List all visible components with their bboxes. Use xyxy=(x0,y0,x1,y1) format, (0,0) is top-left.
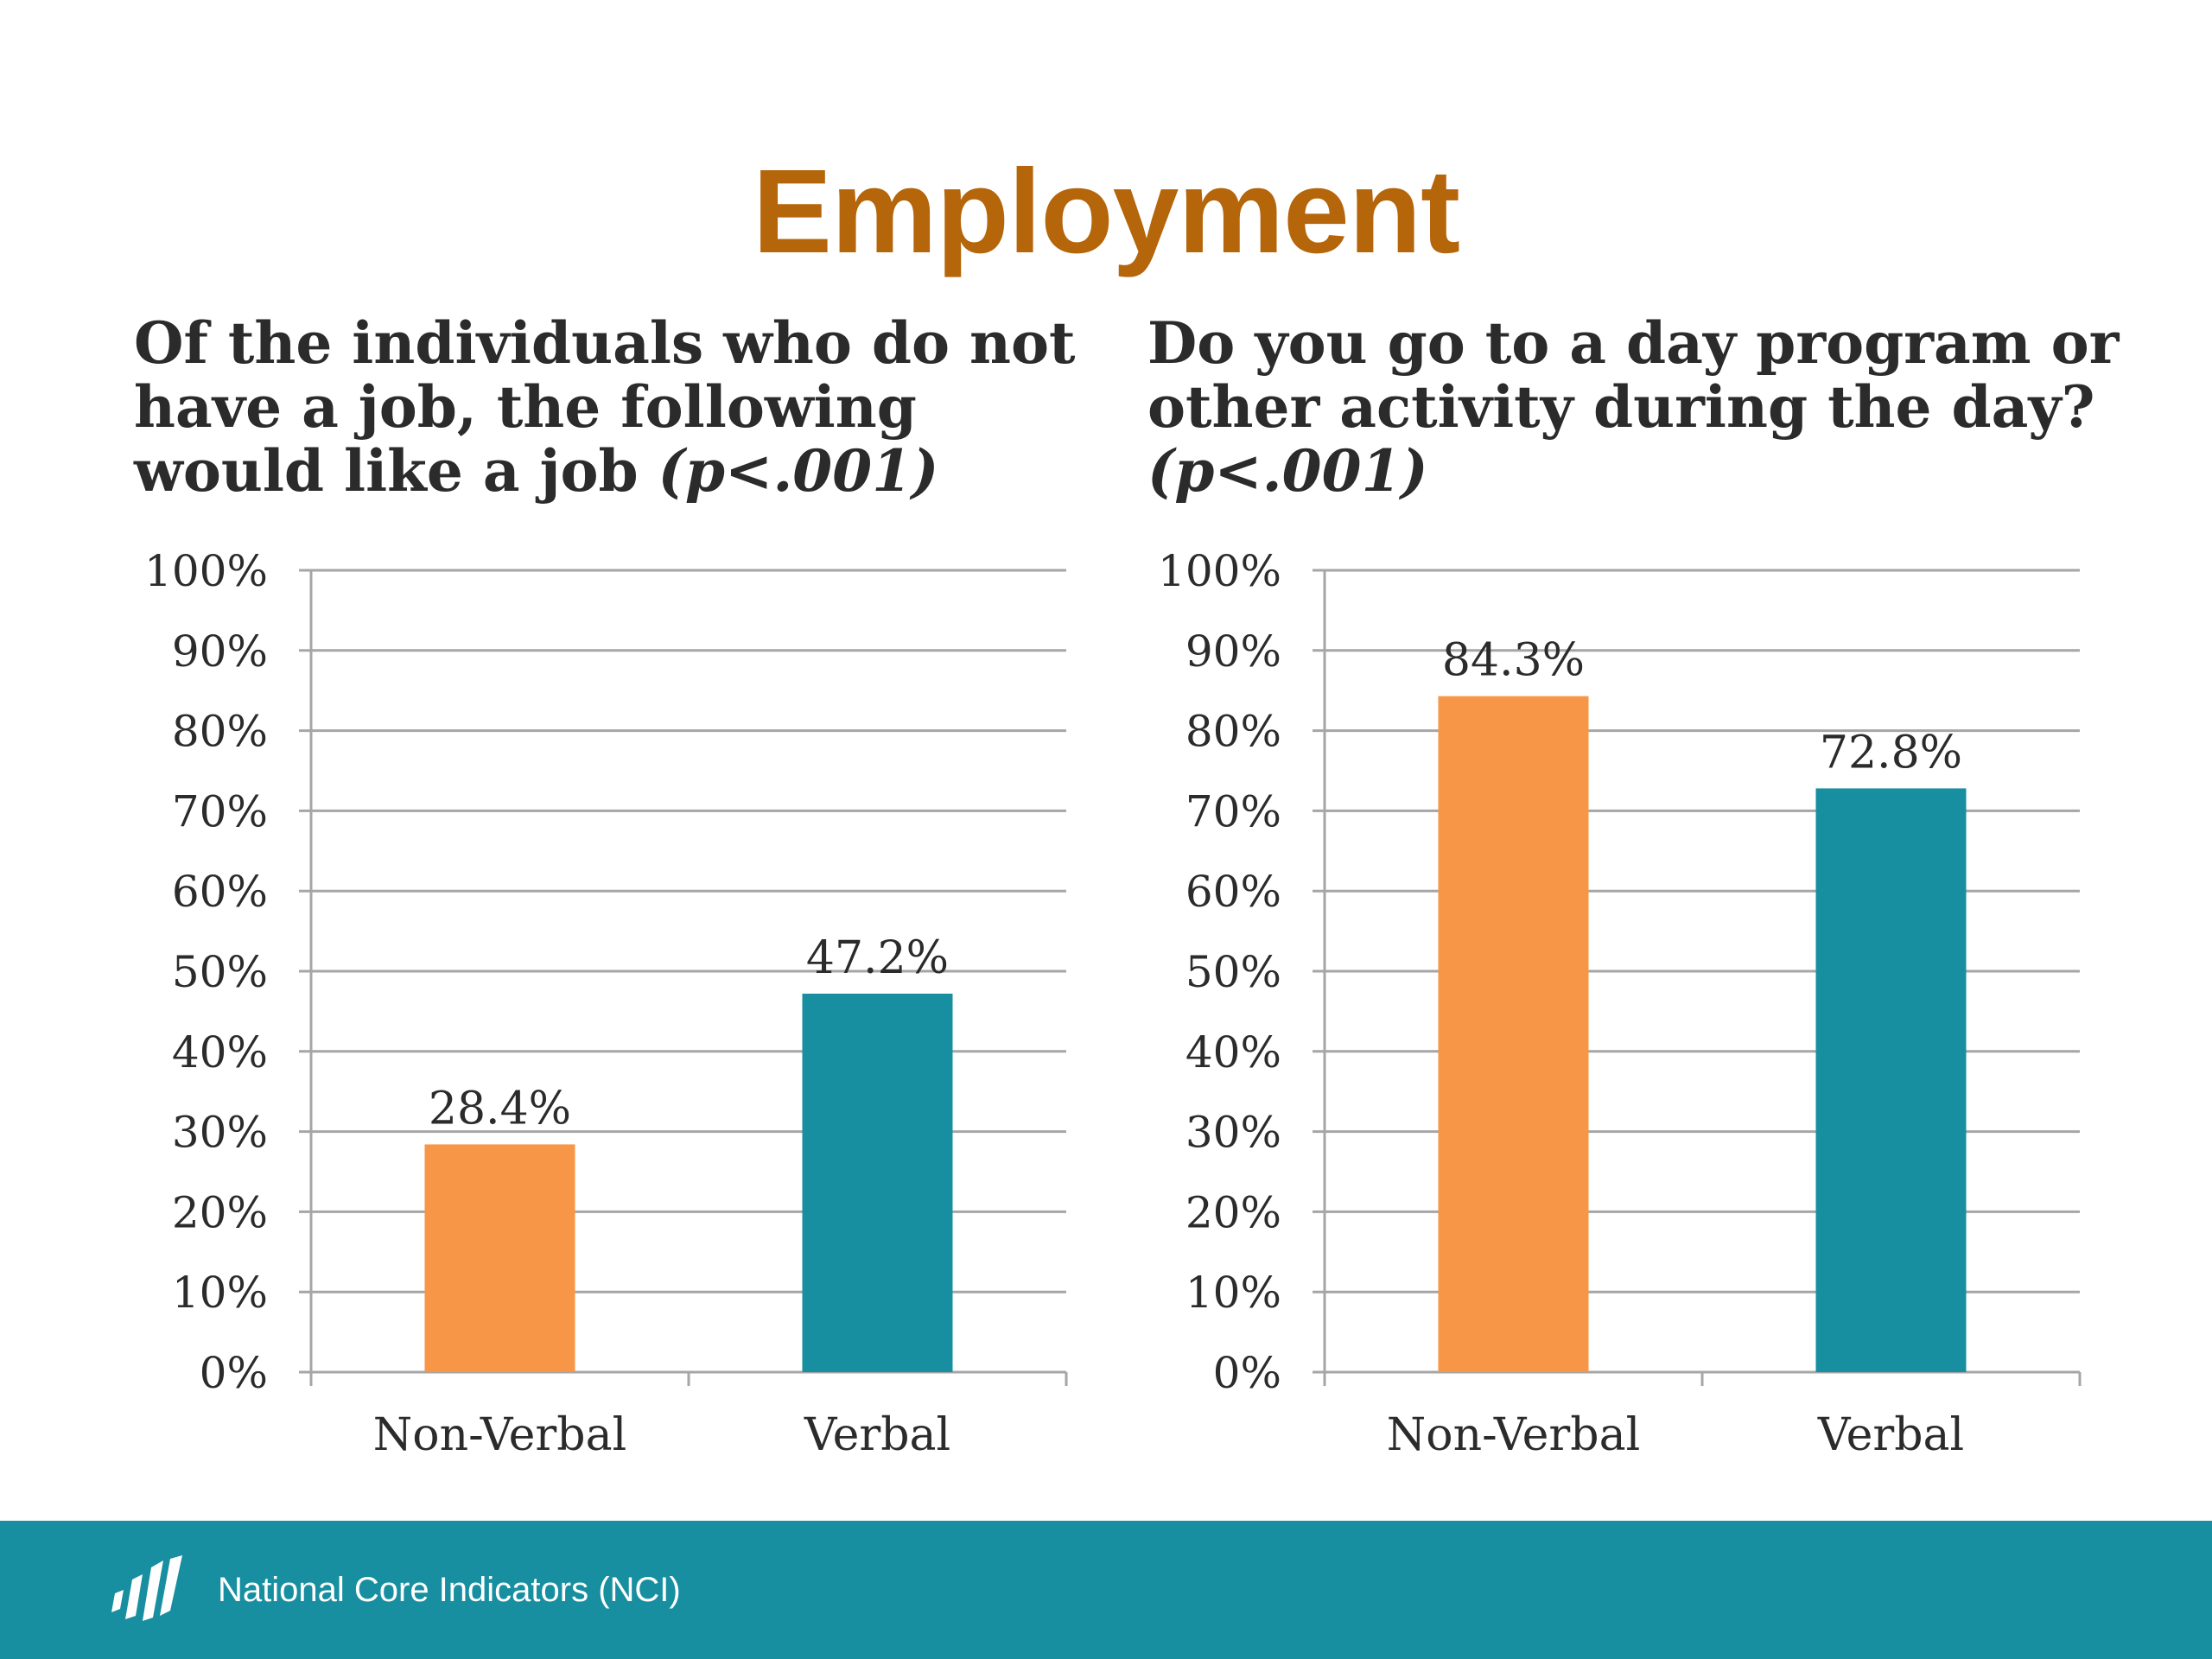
nci-stripes-logo-icon xyxy=(111,1555,182,1621)
data-label: 84.3% xyxy=(1442,635,1585,687)
y-tick-label: 50% xyxy=(172,947,268,997)
y-tick-label: 0% xyxy=(1213,1348,1281,1398)
day-program-chart: 0% 10% 20% 30% 40% 50% 60% 70% 80% 90% 100% 84.3% No… xyxy=(1158,546,2082,1461)
y-tick-label: 10% xyxy=(1185,1268,1281,1318)
bar-verbal xyxy=(1815,788,1967,1372)
y-tick-label: 10% xyxy=(172,1268,268,1318)
y-tick-label: 90% xyxy=(172,626,268,677)
y-tick-label: 20% xyxy=(1185,1187,1281,1237)
y-tick-label: 50% xyxy=(1185,947,1281,997)
left-chart-question: Of the individuals who do not have a job… xyxy=(134,311,1102,503)
bar-non-verbal xyxy=(424,1144,575,1372)
x-category-label: Verbal xyxy=(804,1409,950,1461)
right-p-value: (p<.001) xyxy=(1147,437,1428,505)
footer-org-name: National Core Indicators (NCI) xyxy=(218,1571,681,1609)
would-like-job-chart: 0% 10% 20% 30% 40% 50% 60% 70% 80% 90% 100% 28.4% No… xyxy=(144,546,1068,1461)
y-tick-label: 0% xyxy=(200,1348,268,1398)
data-label: 28.4% xyxy=(429,1083,571,1135)
data-label: 47.2% xyxy=(806,932,949,984)
data-label: 72.8% xyxy=(1820,727,1962,779)
chart-group: 0% 10% 20% 30% 40% 50% 60% 70% 80% 90% 100% 28.4% No… xyxy=(144,546,1068,1461)
right-chart-question: Do you go to a day program or other acti… xyxy=(1147,311,2124,503)
y-tick-label: 90% xyxy=(1185,626,1281,677)
y-tick-label: 40% xyxy=(1185,1027,1281,1077)
bar-non-verbal xyxy=(1438,696,1589,1372)
y-tick-label: 100% xyxy=(144,546,268,596)
y-tick-label: 80% xyxy=(172,707,268,757)
bar-verbal xyxy=(802,993,953,1372)
y-tick-label: 60% xyxy=(1185,867,1281,917)
left-p-value: (p<.001) xyxy=(658,437,939,505)
chart-group: 0% 10% 20% 30% 40% 50% 60% 70% 80% 90% 100% 84.3% No… xyxy=(1158,546,2082,1461)
footer-bar: National Core Indicators (NCI) xyxy=(0,1521,2212,1659)
y-tick-label: 40% xyxy=(172,1027,268,1077)
y-tick-label: 30% xyxy=(172,1108,268,1158)
right-question-text: Do you go to a day program or other acti… xyxy=(1147,309,2120,441)
y-tick-label: 30% xyxy=(1185,1108,1281,1158)
y-tick-label: 80% xyxy=(1185,707,1281,757)
x-category-label: Verbal xyxy=(1817,1409,1964,1461)
y-tick-label: 100% xyxy=(1158,546,1281,596)
slide-title: Employment xyxy=(752,145,1460,278)
x-category-label: Non-Verbal xyxy=(373,1409,626,1461)
left-question-text: Of the individuals who do not have a job… xyxy=(134,309,1076,505)
y-tick-label: 60% xyxy=(172,867,268,917)
y-tick-label: 70% xyxy=(172,786,268,836)
y-tick-label: 20% xyxy=(172,1187,268,1237)
x-category-label: Non-Verbal xyxy=(1387,1409,1640,1461)
y-tick-label: 70% xyxy=(1185,786,1281,836)
